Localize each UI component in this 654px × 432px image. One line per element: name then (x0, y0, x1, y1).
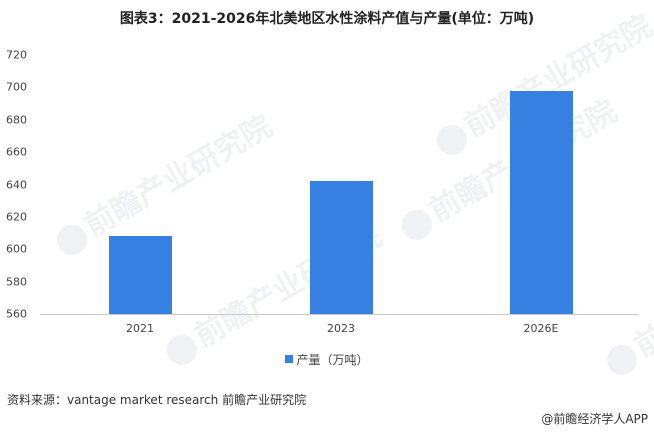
chart-title: 图表3：2021-2026年北美地区水性涂料产值与产量(单位：万吨) (119, 11, 535, 27)
x-tick-label: 2023 (327, 322, 355, 335)
bar-2021 (108, 236, 172, 314)
y-tick-label: 720 (6, 48, 27, 62)
bar-2026E (509, 90, 573, 314)
watermark-logo-icon (431, 118, 473, 160)
y-tick-label: 680 (6, 113, 27, 127)
x-axis-line (40, 314, 638, 315)
legend: 产量（万吨） (0, 351, 654, 368)
y-tick-label: 640 (6, 178, 27, 192)
watermark: 前瞻产业研究院 (390, 87, 623, 247)
credit-note: @前瞻经济学人APP (541, 412, 648, 426)
y-tick-label: 620 (6, 210, 27, 224)
y-tick-label: 560 (6, 307, 27, 321)
legend-swatch-icon (285, 355, 294, 363)
y-tick-label: 600 (6, 242, 27, 256)
watermark-logo-icon (51, 218, 93, 260)
y-tick-label: 580 (6, 275, 27, 289)
source-note: 资料来源：vantage market research 前瞻产业研究院 (7, 393, 307, 407)
y-tick-label: 700 (6, 80, 27, 94)
bar-2023 (309, 181, 373, 314)
x-tick-label: 2026E (523, 322, 559, 335)
x-tick-label: 2021 (126, 322, 154, 335)
watermark-logo-icon (396, 203, 438, 245)
legend-label: 产量（万吨） (296, 353, 369, 367)
y-tick-label: 660 (6, 145, 27, 159)
